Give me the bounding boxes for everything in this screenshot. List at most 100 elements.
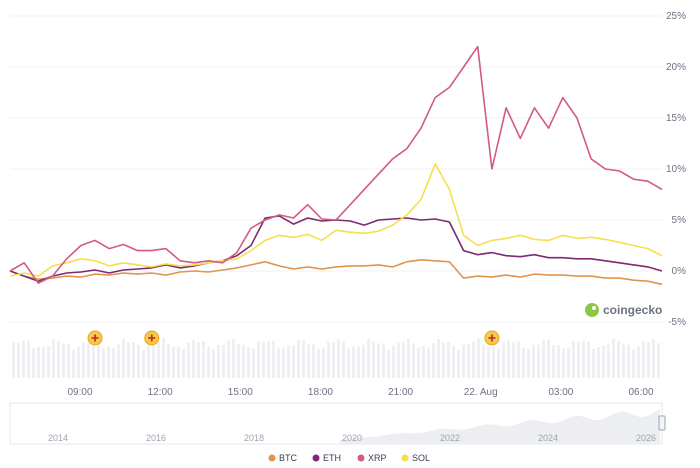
volume-bar — [557, 344, 560, 378]
legend-item-eth[interactable]: ETH — [312, 453, 342, 463]
volume-bar — [552, 345, 555, 378]
legend[interactable]: BTC ETH XRP SOL — [268, 453, 431, 463]
y-tick-label: 20% — [666, 62, 686, 73]
volume-bar — [387, 349, 390, 378]
legend-swatch — [268, 454, 276, 462]
series-line-sol[interactable] — [9, 163, 663, 277]
volume-bar — [187, 342, 190, 378]
volume-bar — [77, 346, 80, 378]
volume-bar — [652, 339, 655, 378]
volume-bar — [62, 343, 65, 378]
y-tick-label: 25% — [666, 11, 686, 22]
legend-item-sol[interactable]: SOL — [401, 453, 431, 463]
volume-bar — [332, 342, 335, 378]
volume-bar — [177, 346, 180, 378]
series-line-xrp[interactable] — [9, 45, 663, 284]
volume-bar — [367, 338, 370, 378]
navigator-handle-right[interactable] — [658, 415, 666, 431]
volume-bar — [262, 341, 265, 378]
volume-bar — [477, 338, 480, 378]
volume-bar — [532, 344, 535, 378]
volume-bar — [437, 338, 440, 378]
volume-bar — [192, 339, 195, 378]
x-tick-label: 22. Aug — [464, 387, 498, 398]
volume-bar — [272, 340, 275, 378]
volume-bar — [592, 348, 595, 378]
volume-bar — [92, 338, 95, 378]
navigator-year-label: 2018 — [244, 433, 264, 443]
x-tick-label: 15:00 — [228, 387, 253, 398]
volume-bar — [607, 344, 610, 378]
navigator-year-label: 2016 — [146, 433, 166, 443]
volume-bar — [87, 342, 90, 378]
volume-bars — [12, 338, 660, 378]
volume-bar — [252, 348, 255, 378]
volume-bar — [632, 349, 635, 378]
volume-bar — [487, 346, 490, 378]
volume-bar — [347, 348, 350, 378]
volume-bar — [197, 342, 200, 378]
volume-bar — [37, 346, 40, 378]
volume-bar — [247, 347, 250, 378]
y-tick-label: -5% — [668, 317, 686, 328]
volume-bar — [412, 343, 415, 378]
navigator-year-label: 2014 — [48, 433, 68, 443]
legend-item-btc[interactable]: BTC — [268, 453, 298, 463]
volume-bar — [372, 341, 375, 378]
legend-label: ETH — [323, 453, 341, 463]
x-tick-label: 21:00 — [388, 387, 413, 398]
brand-name: coingecko — [603, 303, 662, 317]
volume-bar — [152, 343, 155, 378]
volume-bar — [277, 347, 280, 378]
volume-bar — [362, 344, 365, 378]
volume-bar — [582, 340, 585, 378]
volume-bar — [422, 346, 425, 378]
volume-bar — [102, 347, 105, 378]
volume-bar — [527, 348, 530, 378]
volume-bar — [167, 343, 170, 378]
volume-bar — [172, 346, 175, 378]
volume-bar — [637, 346, 640, 378]
legend-item-xrp[interactable]: XRP — [357, 453, 387, 463]
x-tick-label: 06:00 — [628, 387, 653, 398]
volume-bar — [562, 348, 565, 378]
event-plus-icon — [91, 334, 99, 342]
volume-bar — [512, 341, 515, 378]
volume-bar — [207, 346, 210, 378]
series-line-btc[interactable] — [9, 259, 663, 286]
volume-bar — [82, 342, 85, 378]
range-navigator[interactable]: 2014 2016 2018 2020 2022 2024 2026 — [9, 402, 666, 445]
volume-bar — [642, 341, 645, 378]
legend-swatch — [401, 454, 409, 462]
volume-bar — [222, 345, 225, 378]
volume-bar — [467, 343, 470, 378]
navigator-year-label: 2022 — [440, 433, 460, 443]
grid-lines — [10, 15, 662, 323]
volume-bar — [237, 344, 240, 378]
gecko-eye-icon — [592, 306, 596, 310]
volume-bar — [397, 342, 400, 378]
volume-bar — [97, 342, 100, 378]
volume-bar — [132, 342, 135, 378]
volume-bar — [67, 343, 70, 378]
event-plus-icon — [148, 334, 156, 342]
legend-swatch — [312, 454, 320, 462]
volume-bar — [407, 338, 410, 378]
x-tick-label: 03:00 — [548, 387, 573, 398]
volume-bar — [12, 342, 15, 378]
volume-bar — [442, 342, 445, 378]
x-tick-label: 12:00 — [148, 387, 173, 398]
volume-bar — [267, 341, 270, 378]
volume-bar — [17, 342, 20, 378]
volume-bar — [402, 342, 405, 378]
volume-bar — [22, 340, 25, 378]
volume-bar — [107, 346, 110, 378]
volume-bar — [482, 344, 485, 378]
volume-bar — [432, 343, 435, 378]
volume-bar — [542, 339, 545, 378]
volume-bar — [577, 341, 580, 378]
y-tick-label: 0% — [672, 266, 687, 277]
x-axis: 09:00 12:00 15:00 18:00 21:00 22. Aug 03:00 06:… — [67, 387, 653, 398]
volume-bar — [297, 339, 300, 378]
